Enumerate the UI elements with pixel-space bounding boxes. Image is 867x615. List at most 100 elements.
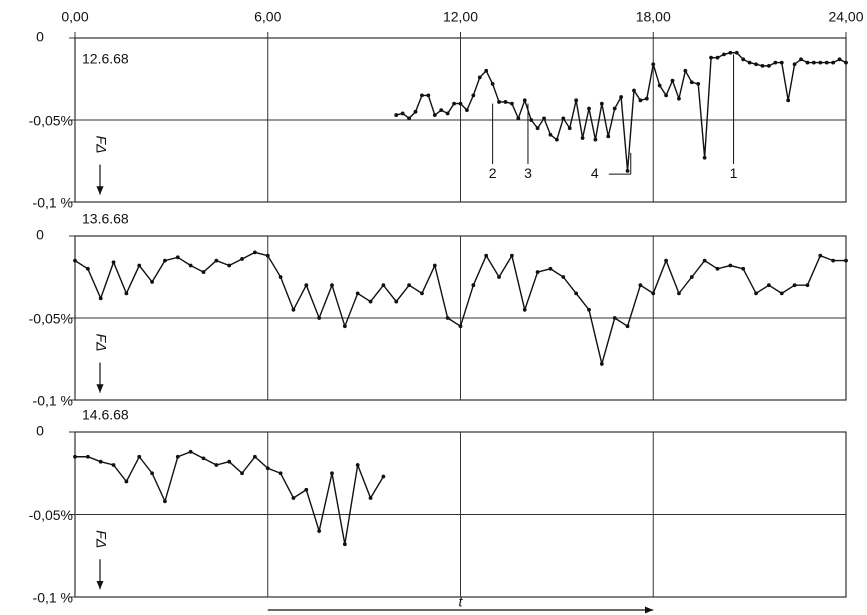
data-point <box>535 126 540 131</box>
data-point <box>542 116 546 121</box>
data-point <box>561 275 566 279</box>
data-point <box>516 116 521 121</box>
data-point <box>702 155 707 160</box>
data-point <box>73 258 77 263</box>
y-tick-label: -0,1 % <box>33 393 73 409</box>
data-point <box>522 307 527 312</box>
data-point <box>574 291 579 296</box>
data-point <box>458 101 463 106</box>
data-point <box>304 487 309 492</box>
data-point <box>452 101 456 106</box>
data-point <box>439 108 444 113</box>
data-point <box>98 296 103 301</box>
data-point <box>792 62 797 67</box>
annotation: 3 <box>524 165 532 181</box>
data-point <box>240 471 244 476</box>
data-point <box>709 55 713 60</box>
data-point <box>644 96 649 101</box>
data-point <box>741 266 746 271</box>
data-point <box>330 471 334 476</box>
data-point <box>599 362 604 366</box>
data-point <box>201 270 206 274</box>
data-point <box>342 324 347 329</box>
panel-title: 14.6.68 <box>82 407 129 423</box>
data-point <box>625 168 630 173</box>
data-point <box>317 529 322 533</box>
data-point <box>490 82 495 86</box>
data-point <box>317 316 322 320</box>
data-point <box>432 113 437 117</box>
data-point <box>445 111 450 116</box>
data-point <box>413 109 418 114</box>
data-point <box>381 283 386 288</box>
data-point <box>510 101 514 106</box>
data-point <box>683 68 688 73</box>
data-point <box>400 111 405 116</box>
data-point <box>394 299 399 304</box>
data-point <box>407 283 411 288</box>
data-point <box>111 463 116 467</box>
data-point <box>760 63 765 68</box>
data-point <box>137 263 142 268</box>
data-point <box>535 270 540 274</box>
data-point <box>368 496 373 500</box>
data-point <box>632 88 636 93</box>
data-point <box>98 459 103 464</box>
data-point <box>811 60 816 65</box>
y-axis-label: FΔ <box>93 334 109 352</box>
data-point <box>214 258 219 263</box>
data-point <box>702 258 707 263</box>
data-line <box>396 52 847 171</box>
data-point <box>265 466 270 471</box>
x-tick-label: 0,00 <box>61 9 88 25</box>
data-point <box>587 106 591 111</box>
data-point <box>599 101 604 106</box>
data-point <box>728 263 733 268</box>
data-point <box>465 108 469 113</box>
annotation: 4 <box>591 165 599 181</box>
data-point <box>291 496 296 500</box>
data-point <box>510 253 514 258</box>
data-point <box>612 316 617 320</box>
y-tick-label: -0,1 % <box>33 590 73 606</box>
data-point <box>150 280 155 284</box>
data-point <box>420 93 424 98</box>
data-point <box>619 95 624 99</box>
data-point <box>754 291 758 296</box>
x-axis-label: t <box>459 594 464 610</box>
data-point <box>670 78 675 83</box>
y-tick-label: -0,05% <box>29 507 73 523</box>
data-point <box>407 116 411 121</box>
data-point <box>477 75 482 80</box>
data-point <box>689 275 694 279</box>
data-point <box>484 253 489 258</box>
data-point <box>522 98 527 103</box>
data-point <box>651 62 656 67</box>
data-point <box>355 463 360 467</box>
data-point <box>175 255 180 260</box>
data-point <box>111 260 116 265</box>
data-point <box>471 283 476 288</box>
data-point <box>253 454 257 459</box>
data-point <box>625 324 630 329</box>
data-point <box>638 283 643 288</box>
data-point <box>664 258 668 263</box>
annotation: 1 <box>730 165 738 181</box>
data-point <box>227 263 232 268</box>
data-point <box>253 250 257 255</box>
data-line <box>75 451 385 545</box>
data-point <box>844 60 848 65</box>
data-point <box>612 106 617 111</box>
data-point <box>696 82 701 86</box>
data-point <box>741 57 746 62</box>
data-point <box>715 266 720 271</box>
data-point <box>799 57 803 62</box>
data-point <box>85 266 90 271</box>
data-point <box>85 454 90 459</box>
data-point <box>368 299 373 304</box>
data-point <box>689 80 694 85</box>
data-point <box>497 275 501 279</box>
data-point <box>657 83 662 88</box>
data-point <box>394 113 399 117</box>
